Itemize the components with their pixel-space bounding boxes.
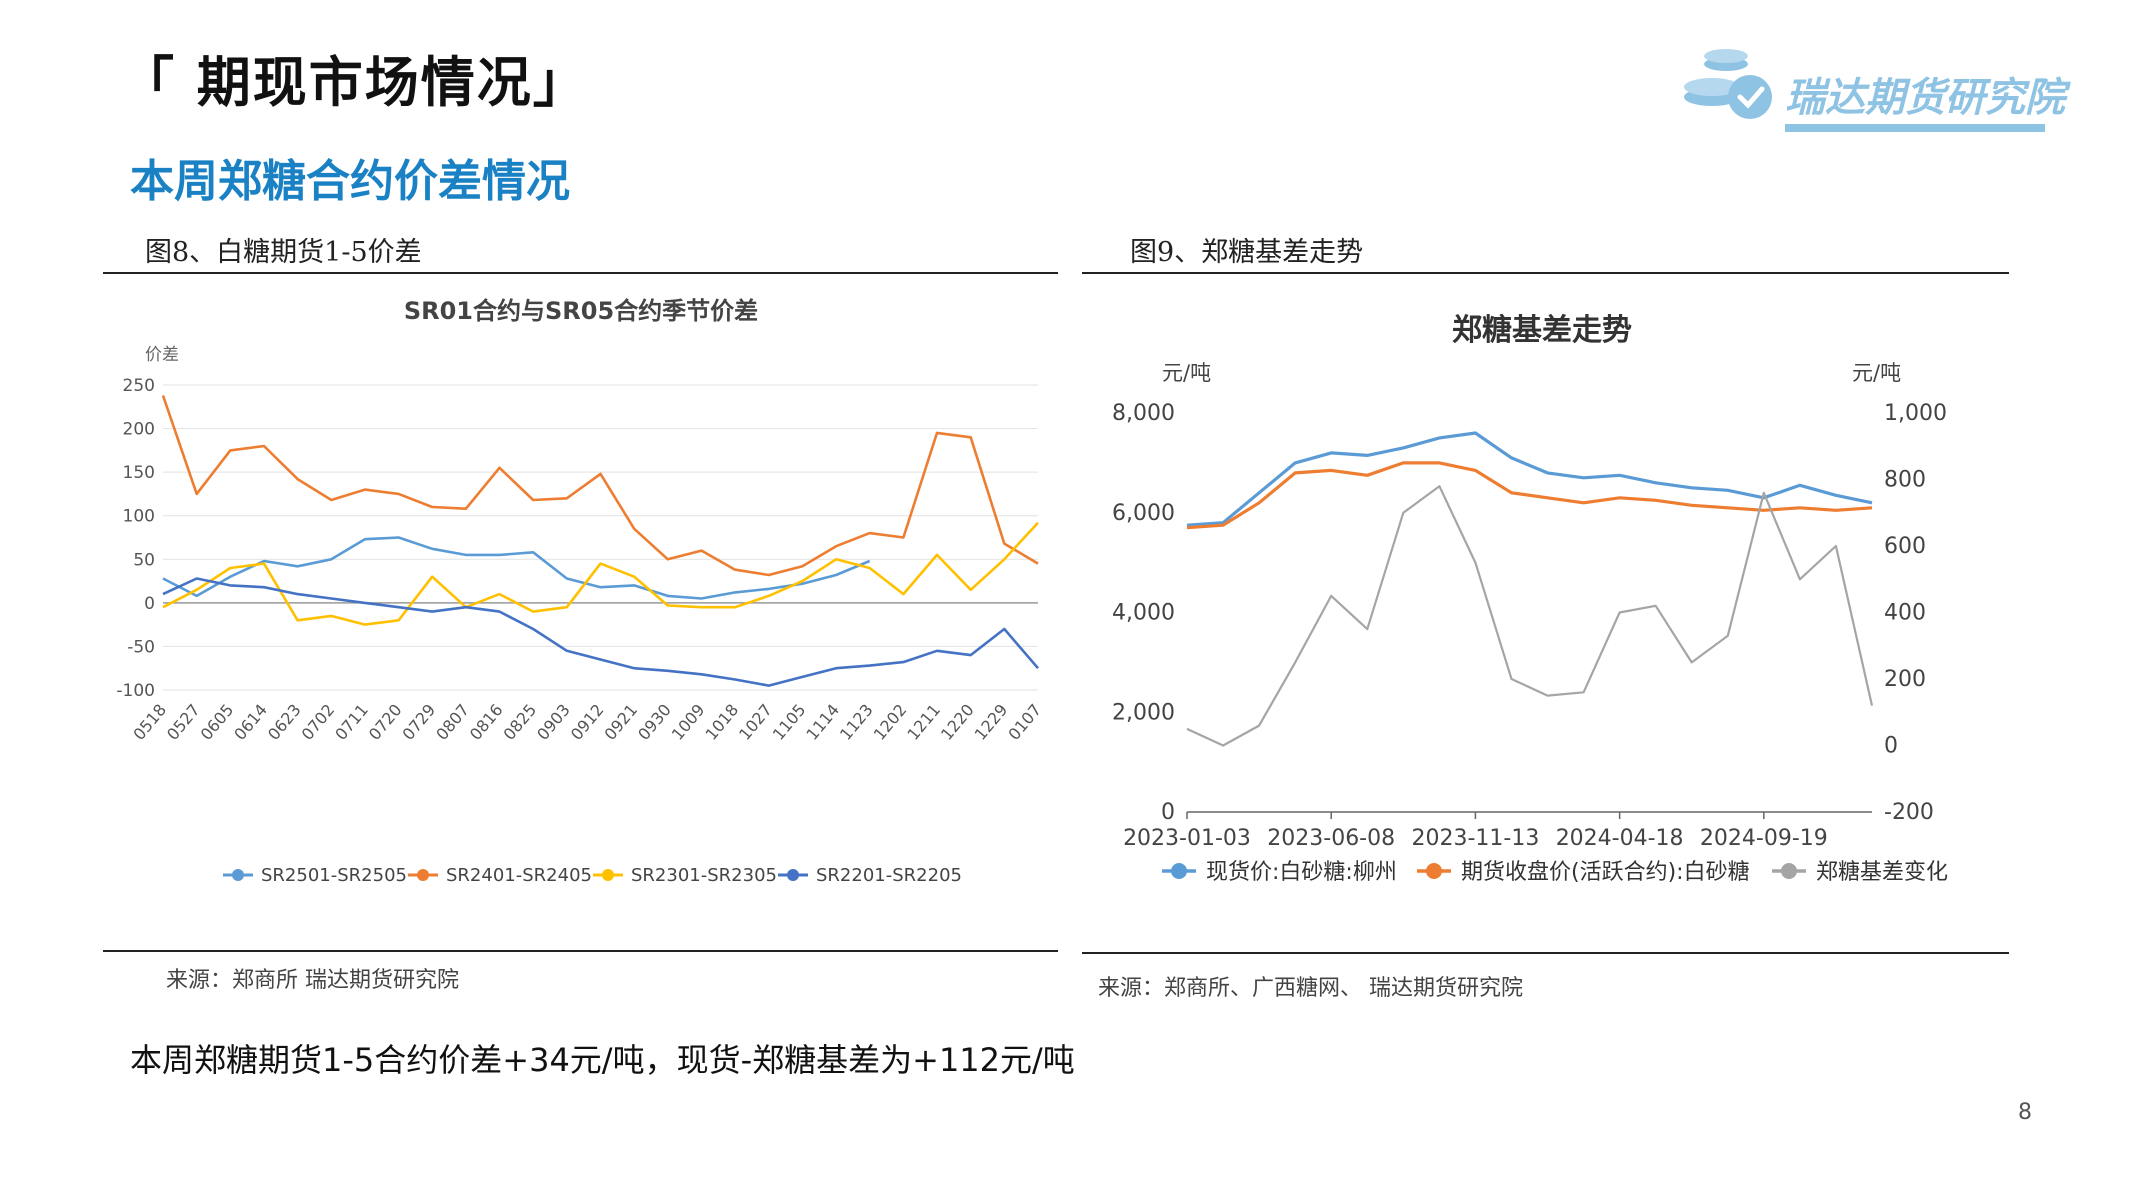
chart2-right-tick-label: 800 <box>1884 468 1926 493</box>
logo-text: 瑞达期货研究院 <box>1785 75 2065 121</box>
slide-title: 「 期现市场情况」 <box>120 51 589 114</box>
chart2-legend-marker <box>1171 863 1187 879</box>
logo <box>1670 42 2050 137</box>
chart1-legend-label: SR2201-SR2205 <box>816 865 962 886</box>
chart1-x-tick-label: 0605 <box>197 700 238 743</box>
chart2-x-tick-label: 2024-09-19 <box>1700 826 1828 851</box>
chart1-legend-marker <box>232 869 244 881</box>
chart1-x-tick-label: 1027 <box>735 700 776 743</box>
figure8-source: 来源：郑商所 瑞达期货研究院 <box>166 968 459 993</box>
chart1-legend-label: SR2301-SR2305 <box>631 865 777 886</box>
chart2-right-tick-label: 1,000 <box>1884 401 1947 426</box>
chart2-left-tick-label: 2,000 <box>1112 700 1175 725</box>
chart1-series-line-SR2501-SR2505 <box>162 536 871 600</box>
chart2-series-line-期货收盘价(活跃合约):白砂糖 <box>1186 461 1873 530</box>
page-number: 8 <box>2018 1100 2032 1125</box>
chart2-series-line-现货价:白砂糖:柳州 <box>1186 431 1873 527</box>
chart2-right-tick-label: 600 <box>1884 534 1926 559</box>
figure9-caption: 图9、郑糖基差走势 <box>1130 237 1364 268</box>
chart2-legend-label: 期货收盘价(活跃合约):白砂糖 <box>1461 860 1750 885</box>
chart1-series-line-SR2401-SR2405 <box>161 395 1039 577</box>
chart1-legend-marker <box>417 869 429 881</box>
chart2-right-tick-label: 200 <box>1884 667 1926 692</box>
chart1-x-tick-label: 0921 <box>600 700 641 743</box>
chart1-x-tick-label: 0614 <box>230 700 271 743</box>
chart1-x-tick-label: 0518 <box>129 700 170 743</box>
figure9-top-rule <box>1082 272 2009 274</box>
chart2-x-tick-label: 2023-06-08 <box>1267 826 1395 851</box>
chart1-x-tick-label: 0903 <box>533 700 574 743</box>
chart2-right-axis-unit: 元/吨 <box>1852 361 1901 385</box>
chart2-left-tick-label: 8,000 <box>1112 401 1175 426</box>
chart1-title: SR01合约与SR05合约季节价差 <box>404 297 758 325</box>
chart2-left-tick-label: 6,000 <box>1112 501 1175 526</box>
chart1-x-tick-label: 0711 <box>331 700 372 743</box>
chart2-left-tick-label: 4,000 <box>1112 601 1175 626</box>
chart2-left-tick-label: 0 <box>1161 800 1175 825</box>
chart1-x-tick-label: 0107 <box>1004 700 1045 743</box>
chart2-title: 郑糖基差走势 <box>1452 313 1632 348</box>
chart1-x-tick-label: 1202 <box>870 700 911 743</box>
figure9-bottom-rule <box>1082 952 2009 954</box>
chart2-legend-label: 郑糖基差变化 <box>1816 860 1948 885</box>
chart1-x-tick-label: 1123 <box>836 700 877 743</box>
chart2-right-tick-label: 400 <box>1884 601 1926 626</box>
chart2-legend-label: 现货价:白砂糖:柳州 <box>1206 860 1397 885</box>
chart1-x-tick-label: 0816 <box>466 700 507 743</box>
chart1-series-line-SR2301-SR2305 <box>162 521 1039 626</box>
chart1-x-tick-label: 0807 <box>432 700 473 743</box>
summary-text: 本周郑糖期货1-5合约价差+34元/吨，现货-郑糖基差为+112元/吨 <box>130 1041 1075 1079</box>
section-title: 本周郑糖合约价差情况 <box>130 156 570 207</box>
chart2-x-tick-label: 2023-01-03 <box>1123 826 1251 851</box>
chart1-x-tick-label: 1220 <box>937 700 978 743</box>
chart1-x-tick-label: 0930 <box>634 700 675 743</box>
figure8-top-rule <box>103 272 1058 274</box>
chart1-y-tick-label: 200 <box>123 420 155 440</box>
chart1-x-tick-label: 0825 <box>500 700 541 743</box>
chart2-x-tick-label: 2023-11-13 <box>1411 826 1539 851</box>
chart2-x-tick-label: 2024-04-18 <box>1556 826 1684 851</box>
chart1-legend-marker <box>602 869 614 881</box>
chart2-left-axis-unit: 元/吨 <box>1162 361 1211 385</box>
chart1-x-tick-label: 0720 <box>365 700 406 743</box>
chart1-x-tick-label: 1018 <box>701 700 742 743</box>
chart1-legend-label: SR2501-SR2505 <box>261 865 407 886</box>
figure9-source: 来源：郑商所、广西糖网、 瑞达期货研究院 <box>1098 976 1523 1001</box>
chart2-right-tick-label: 0 <box>1884 734 1898 759</box>
chart1-x-tick-label: 0623 <box>264 700 305 743</box>
chart2-right-tick-label: -200 <box>1884 800 1934 825</box>
chart1-x-tick-label: 0702 <box>298 700 339 743</box>
chart1-x-tick-label: 1114 <box>802 700 843 743</box>
chart1-x-tick-label: 0527 <box>163 700 204 743</box>
chart2-series-line-郑糖基差变化 <box>1186 485 1874 747</box>
chart1-legend-label: SR2401-SR2405 <box>446 865 592 886</box>
chart1-y-tick-label: 100 <box>123 507 155 527</box>
chart1-x-tick-label: 1105 <box>769 700 810 743</box>
chart1-x-tick-label: 1009 <box>668 700 709 743</box>
chart1-series-line-SR2201-SR2205 <box>162 577 1039 687</box>
figure8-bottom-rule <box>103 950 1058 952</box>
chart2-legend-marker <box>1781 863 1797 879</box>
chart1-x-tick-label: 0729 <box>399 700 440 743</box>
chart1-x-tick-label: 1211 <box>903 700 944 743</box>
chart2-legend-marker <box>1426 863 1442 879</box>
chart1-y-tick-label: 50 <box>133 550 155 570</box>
chart1-y-tick-label: 250 <box>123 376 155 396</box>
chart1-x-tick-label: 1229 <box>971 700 1012 743</box>
figure8-caption: 图8、白糖期货1-5价差 <box>145 237 422 268</box>
chart1-y-axis-label: 价差 <box>145 345 179 365</box>
chart1-x-tick-label: 0912 <box>567 700 608 743</box>
chart1-y-tick-label: -50 <box>127 637 155 657</box>
coins-logo-icon <box>1684 49 2045 132</box>
chart1-y-tick-label: 0 <box>144 594 155 614</box>
chart1-legend-marker <box>787 869 799 881</box>
chart1-y-tick-label: -100 <box>116 681 155 701</box>
chart1-y-tick-label: 150 <box>123 463 155 483</box>
